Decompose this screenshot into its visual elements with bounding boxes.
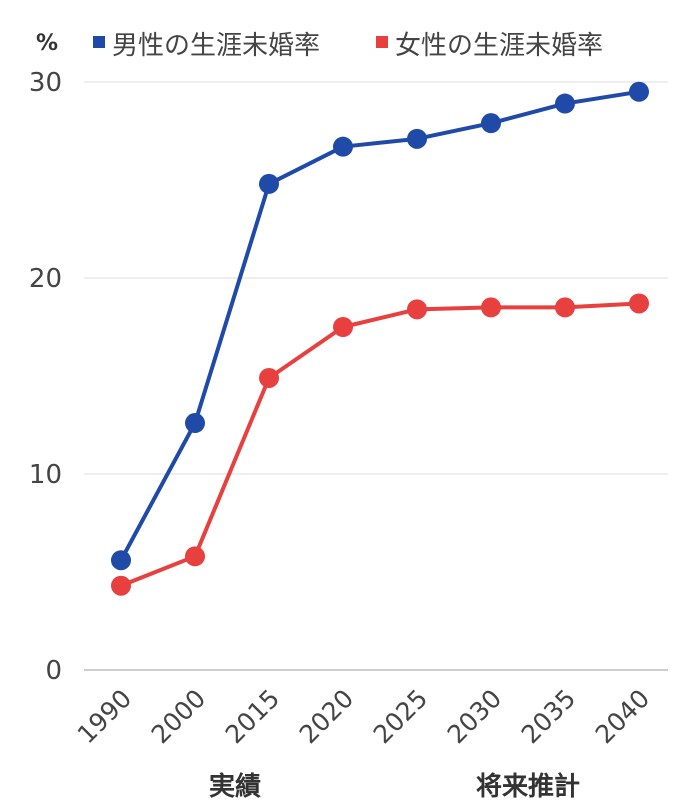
y-unit-label: %: [36, 31, 58, 56]
x-tick-label: 2015: [220, 684, 285, 749]
data-point: [629, 81, 649, 102]
data-point: [555, 93, 575, 114]
data-point: [407, 128, 427, 149]
series-layer: [111, 81, 649, 596]
x-tick-label: 2025: [368, 684, 433, 749]
x-tick-label: 2030: [442, 684, 507, 749]
data-point: [111, 575, 131, 596]
data-point: [259, 173, 279, 194]
x-tick-label: 2040: [590, 684, 655, 749]
x-tick-label: 2020: [294, 684, 359, 749]
y-tick-label: 0: [45, 656, 62, 686]
group-label-forecast: 将来推計: [476, 771, 580, 802]
legend-swatch-female: [376, 36, 388, 48]
data-point: [185, 413, 205, 434]
x-tick-label: 2035: [516, 684, 581, 749]
y-axis-ticks: 0 10 20 30: [29, 68, 62, 686]
group-label-actual: 実績: [209, 771, 261, 802]
data-point: [333, 317, 353, 337]
x-tick-label: 2000: [146, 684, 211, 749]
y-tick-label: 10: [29, 460, 62, 490]
data-point: [555, 297, 575, 318]
data-point: [185, 546, 205, 567]
y-tick-label: 30: [29, 68, 62, 98]
legend: 男性の生涯未婚率 女性の生涯未婚率: [93, 31, 603, 61]
data-point: [481, 297, 501, 318]
series-line-1: [119, 301, 641, 588]
x-axis-ticks: 1990 2000 2015 2020 2025 2030 2035 2040: [72, 684, 655, 749]
x-tick-label: 1990: [72, 684, 137, 749]
data-point: [333, 136, 353, 157]
legend-swatch-male: [93, 36, 105, 48]
y-tick-label: 20: [29, 264, 62, 294]
data-point: [111, 550, 131, 571]
data-point: [481, 113, 501, 134]
data-point: [259, 367, 279, 388]
legend-label-male: 男性の生涯未婚率: [112, 31, 320, 61]
series-line-0: [119, 89, 641, 563]
data-point: [407, 299, 427, 320]
legend-label-female: 女性の生涯未婚率: [395, 31, 603, 61]
gridlines: [84, 81, 668, 671]
data-point: [629, 293, 649, 314]
